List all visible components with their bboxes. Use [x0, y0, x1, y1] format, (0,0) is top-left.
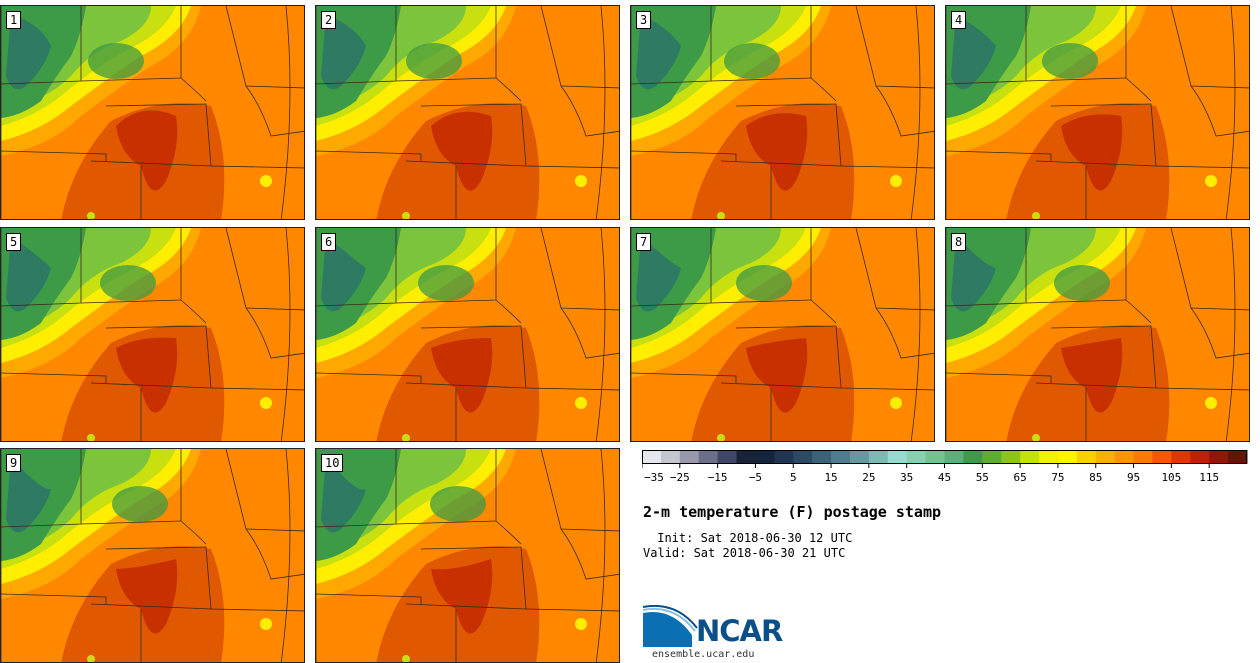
member-label: 6 — [321, 233, 337, 251]
logo-url: ensemble.ucar.edu — [652, 649, 755, 660]
colorbar-swatch — [1114, 450, 1135, 464]
member-map-9: 9 — [0, 448, 305, 663]
init-time: Init: Sat 2018-06-30 12 UTC — [650, 531, 853, 545]
colorbar-tick-label: 65 — [1014, 471, 1027, 484]
member-map-7: 7 — [630, 227, 935, 442]
colorbar-swatch — [698, 450, 719, 464]
colorbar-tick-label: −5 — [749, 471, 762, 484]
colorbar-swatch — [1001, 450, 1021, 464]
member-label: 9 — [6, 454, 22, 472]
colorbar-swatch — [679, 450, 700, 464]
colorbar-swatch — [1228, 450, 1248, 464]
colorbar-tick-label: −35 — [644, 471, 664, 484]
member-map-3: 3 — [630, 5, 935, 220]
colorbar-swatch — [887, 450, 908, 464]
member-label: 10 — [321, 454, 344, 472]
colorbar-swatch — [1020, 450, 1040, 464]
colorbar-swatch — [1209, 450, 1229, 464]
colorbar-swatch — [906, 450, 927, 464]
member-label: 7 — [636, 233, 652, 251]
colorbar-swatch — [868, 450, 889, 464]
temperature-colorbar: −35 −25 −15 −5 5 15 25 35 45 55 65 75 85 95 105 115 — [642, 450, 1248, 484]
colorbar-tick-label: −15 — [708, 471, 728, 484]
colorbar-swatch — [1076, 450, 1097, 464]
colorbar-tick-label: 85 — [1089, 471, 1102, 484]
colorbar-outline — [642, 450, 1247, 464]
member-label: 8 — [951, 233, 967, 251]
colorbar-tick-label: 75 — [1051, 471, 1064, 484]
colorbar-swatch — [774, 450, 794, 464]
colorbar-swatch — [812, 450, 832, 464]
member-map-1: 1 — [0, 5, 305, 220]
colorbar-swatch — [1057, 450, 1078, 464]
colorbar-swatch — [642, 450, 662, 464]
colorbar-tick-label: 105 — [1161, 471, 1181, 484]
colorbar-tick-label: 115 — [1199, 471, 1219, 484]
colorbar-swatch — [925, 450, 945, 464]
colorbar-swatch — [660, 450, 681, 464]
colorbar-swatch — [831, 450, 851, 464]
colorbar-swatch — [963, 450, 983, 464]
member-map-6: 6 — [315, 227, 620, 442]
colorbar-swatch — [1133, 450, 1153, 464]
member-map-4: 4 — [945, 5, 1250, 220]
colorbar-tick-label: 35 — [900, 471, 913, 484]
ncar-logo-text: NCAR — [696, 614, 783, 648]
colorbar-swatch — [1152, 450, 1172, 464]
valid-time: Valid: Sat 2018-06-30 21 UTC — [643, 546, 846, 560]
colorbar-swatch — [755, 450, 775, 464]
colorbar-swatch — [849, 450, 870, 464]
member-label: 5 — [6, 233, 22, 251]
colorbar-tick-label: 5 — [790, 471, 797, 484]
colorbar-swatch — [1190, 450, 1210, 464]
colorbar-swatch — [1171, 450, 1191, 464]
colorbar-swatch — [982, 450, 1002, 464]
member-label: 4 — [951, 11, 967, 29]
colorbar-swatch — [793, 450, 813, 464]
member-map-5: 5 — [0, 227, 305, 442]
colorbar-tick-label: 15 — [824, 471, 837, 484]
colorbar-tick-label: 25 — [862, 471, 875, 484]
member-map-2: 2 — [315, 5, 620, 220]
colorbar-swatch — [944, 450, 964, 464]
colorbar-tick-label: 45 — [938, 471, 951, 484]
figure-title: 2-m temperature (F) postage stamp — [643, 503, 942, 521]
colorbar-swatch — [736, 450, 756, 464]
colorbar-swatch — [1095, 450, 1116, 464]
colorbar-tick-label: 55 — [976, 471, 989, 484]
colorbar-swatch — [717, 450, 738, 464]
colorbar-swatch — [1039, 450, 1059, 464]
member-map-10: 10 — [315, 448, 620, 663]
member-map-8: 8 — [945, 227, 1250, 442]
ncar-logo-icon — [642, 605, 698, 647]
member-label: 3 — [636, 11, 652, 29]
member-label: 1 — [6, 11, 22, 29]
member-label: 2 — [321, 11, 337, 29]
colorbar-tick-label: −25 — [670, 471, 690, 484]
colorbar-tick-label: 95 — [1127, 471, 1140, 484]
